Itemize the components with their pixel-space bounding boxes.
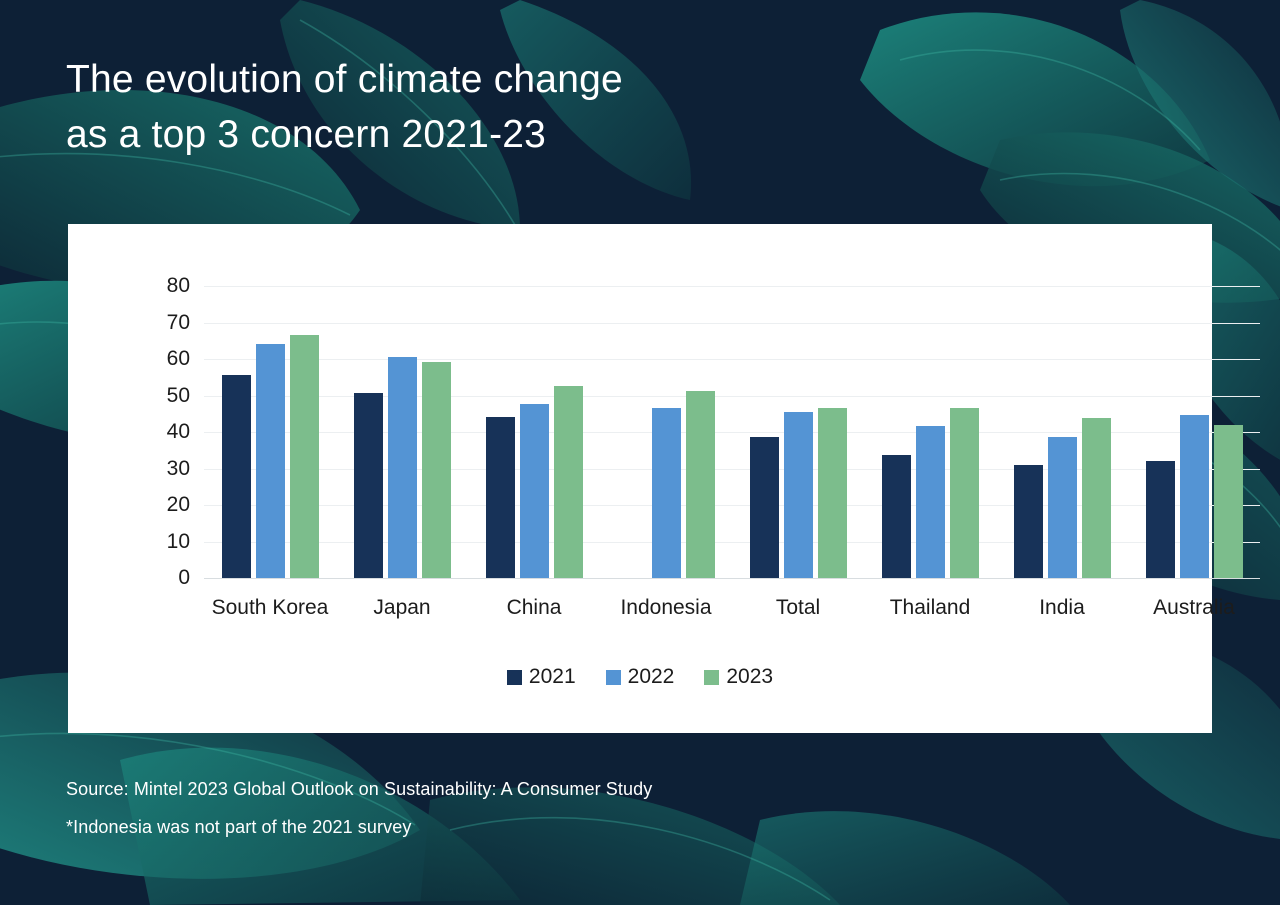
bar-stack xyxy=(996,286,1128,578)
y-axis-tick-label: 60 xyxy=(166,347,190,370)
bar-group: Indonesia xyxy=(600,286,732,619)
bar-2021[interactable] xyxy=(1145,461,1175,578)
x-axis-category-label: India xyxy=(1039,596,1085,619)
bar-2023[interactable] xyxy=(421,361,451,578)
y-axis-tick-label: 0 xyxy=(178,566,190,589)
legend-item-2022[interactable]: 2022 xyxy=(605,665,675,689)
source-text: Source: Mintel 2023 Global Outlook on Su… xyxy=(66,779,653,799)
chart-legend: 2021 2022 2023 xyxy=(68,665,1212,689)
bar-2023[interactable] xyxy=(289,334,319,578)
gridline: 10 xyxy=(167,530,1260,553)
bar-stack xyxy=(732,286,864,578)
gridline: 70 xyxy=(167,311,1260,334)
bar-stack xyxy=(204,286,336,578)
bar-2021[interactable] xyxy=(353,392,383,578)
legend-item-2021[interactable]: 2021 xyxy=(506,665,576,689)
x-axis-category-label: South Korea xyxy=(211,596,329,619)
bar-2023[interactable] xyxy=(817,408,847,578)
y-axis-tick-label: 50 xyxy=(166,383,190,407)
bar-2023[interactable] xyxy=(1081,417,1111,578)
y-axis-tick-label: 20 xyxy=(166,493,190,516)
bar-2021[interactable] xyxy=(749,436,779,578)
bar-stack xyxy=(600,286,732,578)
gridline: 0 xyxy=(178,566,1260,589)
bar-group: Total xyxy=(732,286,864,619)
bar-group: South Korea xyxy=(204,286,336,619)
legend-label: 2022 xyxy=(627,665,675,688)
gridline: 60 xyxy=(167,347,1260,370)
bar-2022[interactable] xyxy=(1047,436,1077,578)
x-axis-category-label: Japan xyxy=(373,596,431,619)
chart-panel: 80 70 60 50 40 30 20 10 0 South Korea Japan China I… xyxy=(68,224,1260,733)
bar-2023[interactable] xyxy=(685,391,715,578)
y-axis-tick-label: 30 xyxy=(166,456,190,480)
bar-group: China xyxy=(468,286,600,619)
bar-group: Thailand xyxy=(864,286,996,619)
bar-2022[interactable] xyxy=(915,426,945,578)
legend-item-2023[interactable]: 2023 xyxy=(704,665,773,689)
gridline: 20 xyxy=(167,493,1260,516)
legend-label: 2023 xyxy=(726,665,774,688)
y-axis-tick-label: 10 xyxy=(166,529,190,553)
x-axis-category-label: Thailand xyxy=(889,596,971,619)
bar-2022[interactable] xyxy=(387,357,417,578)
gridline: 50 xyxy=(167,384,1260,407)
x-axis-category-label: Total xyxy=(775,596,821,619)
gridline: 40 xyxy=(167,420,1260,443)
bar-group: Japan xyxy=(336,286,468,619)
bar-stack xyxy=(864,286,996,578)
bar-group: India xyxy=(996,286,1128,619)
y-axis-tick-label: 80 xyxy=(166,274,190,297)
chart-plot-area: 80 70 60 50 40 30 20 10 0 South Korea Japan China I… xyxy=(167,274,1260,619)
gridline: 30 xyxy=(167,457,1260,480)
x-axis-category-label: China xyxy=(506,596,562,619)
bar-2022[interactable] xyxy=(1179,414,1209,578)
y-axis-tick-label: 70 xyxy=(166,310,190,334)
x-axis-category-label: Indonesia xyxy=(620,596,712,619)
bar-2021[interactable] xyxy=(881,454,911,578)
bar-groups: South Korea Japan China Indonesia Total Thail… xyxy=(204,286,1260,619)
legend-label: 2021 xyxy=(528,665,576,688)
x-axis-category-label: Australia xyxy=(1153,596,1235,619)
footnote-text: *Indonesia was not part of the 2021 surv… xyxy=(66,817,412,837)
bar-group: Australia xyxy=(1128,286,1260,619)
y-axis-tick-label: 40 xyxy=(166,420,190,443)
bar-2022[interactable] xyxy=(651,407,681,578)
bar-2023[interactable] xyxy=(1213,424,1243,578)
gridline: 80 xyxy=(167,274,1260,297)
bar-2023[interactable] xyxy=(949,408,979,578)
legend-swatch-icon xyxy=(506,669,522,685)
bar-2021[interactable] xyxy=(221,375,251,578)
legend-swatch-icon xyxy=(605,669,621,685)
bar-2023[interactable] xyxy=(553,386,583,578)
page-title: The evolution of climate change as a top… xyxy=(66,58,623,157)
bar-stack xyxy=(468,286,600,578)
legend-swatch-icon xyxy=(704,669,720,685)
bar-2022[interactable] xyxy=(255,344,285,578)
bar-stack xyxy=(336,286,468,578)
bar-stack xyxy=(1128,286,1260,578)
bar-2022[interactable] xyxy=(783,411,813,578)
bar-2021[interactable] xyxy=(1013,464,1043,578)
bar-2021[interactable] xyxy=(485,416,515,578)
bar-2022[interactable] xyxy=(519,403,549,578)
